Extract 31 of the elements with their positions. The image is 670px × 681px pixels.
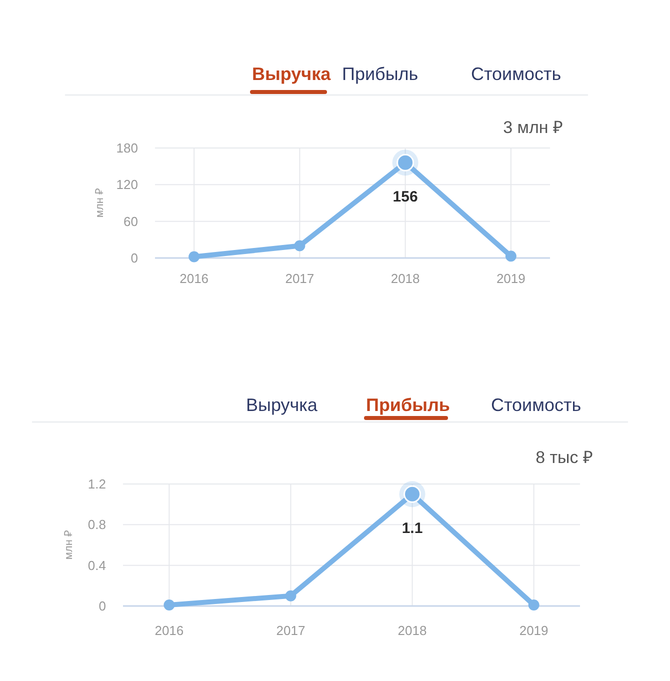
x-tick-label: 2016: [154, 623, 184, 638]
x-tick-label: 2018: [398, 623, 427, 638]
y-tick-label: 0.8: [88, 517, 106, 532]
point: [294, 240, 306, 252]
data-label: 1.1: [402, 520, 423, 538]
point: [505, 250, 516, 262]
y-tick-label: 0: [98, 598, 106, 614]
text: Выручка: [246, 395, 318, 415]
y-tick-label: 180: [116, 140, 138, 156]
chart-subtitle: 8 тыс ₽: [536, 448, 593, 467]
y-tick-label: 0.4: [88, 558, 106, 573]
chart-subtitle: 3 млн ₽: [503, 118, 563, 137]
text: Прибыль: [366, 395, 450, 415]
y-tick-label: 60: [124, 214, 138, 229]
x-tick-label: 2019: [496, 271, 526, 286]
text: Стоимость: [491, 395, 582, 415]
text: Выручка: [252, 64, 332, 84]
y-tick-label: 0: [130, 250, 138, 266]
x-tick-label: 2019: [519, 623, 548, 638]
text: Стоимость: [471, 64, 562, 84]
y-tick-label: 120: [116, 177, 138, 192]
x-tick-label: 2017: [276, 623, 306, 638]
y-axis-title: млн ₽: [94, 188, 106, 218]
y-axis-title: млн ₽: [63, 530, 75, 560]
x-tick-label: 2018: [390, 271, 420, 286]
text: Прибыль: [342, 64, 418, 84]
x-tick-label: 2016: [180, 271, 209, 286]
y-tick-label: 1.2: [88, 476, 106, 492]
point: [188, 251, 200, 262]
data-label: 156: [392, 188, 418, 206]
x-tick-label: 2017: [285, 271, 314, 286]
